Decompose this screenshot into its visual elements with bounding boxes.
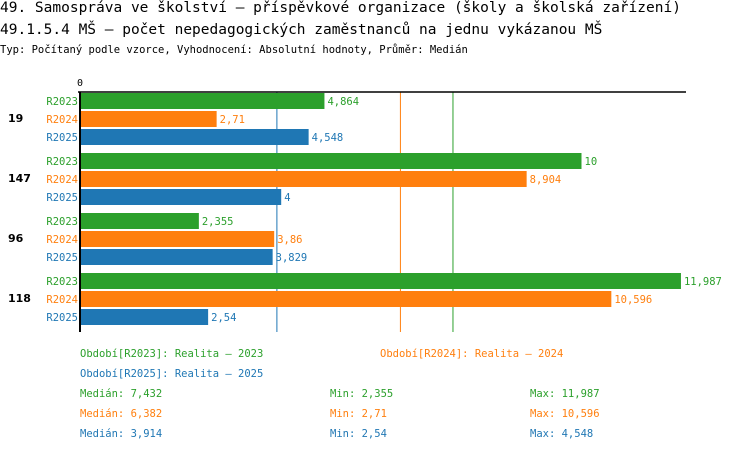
- series-label: R2024: [46, 174, 78, 186]
- bar: [81, 171, 527, 187]
- data-label: 3,829: [276, 252, 308, 264]
- series-label: R2023: [46, 156, 78, 168]
- category-label: 19: [8, 112, 23, 125]
- series-label: R2024: [46, 114, 78, 126]
- series-label: R2025: [46, 252, 78, 264]
- stat-max: Max: 4,548: [530, 428, 594, 440]
- stat-max: Max: 11,987: [530, 388, 600, 400]
- category-label: 96: [8, 232, 24, 245]
- bar: [81, 291, 612, 307]
- data-label: 8,904: [530, 174, 562, 186]
- data-label: 10,596: [614, 294, 652, 306]
- stat-median: Medián: 7,432: [80, 388, 163, 400]
- bar: [81, 231, 275, 247]
- bar: [81, 249, 273, 265]
- series-label: R2025: [46, 192, 78, 204]
- stat-min: Min: 2,54: [330, 428, 387, 440]
- data-label: 11,987: [684, 276, 722, 288]
- series-label: R2025: [46, 312, 78, 324]
- data-label: 2,355: [202, 216, 234, 228]
- data-label: 2,71: [220, 114, 245, 126]
- data-label: 10: [585, 156, 598, 168]
- bar: [81, 273, 681, 289]
- bar: [81, 153, 582, 169]
- bar: [81, 213, 199, 229]
- series-label: R2024: [46, 234, 78, 246]
- data-label: 4: [284, 192, 290, 204]
- bar: [81, 93, 325, 109]
- chart-meta: Typ: Počítaný podle vzorce, Vyhodnocení:…: [0, 44, 468, 56]
- stat-median: Medián: 3,914: [80, 428, 163, 440]
- data-label: 4,548: [312, 132, 344, 144]
- bar: [81, 111, 217, 127]
- series-label: R2023: [46, 216, 78, 228]
- legend-r2025: Období[R2025]: Realita – 2025: [80, 368, 264, 380]
- series-label: R2023: [46, 96, 78, 108]
- category-label: 147: [8, 172, 31, 185]
- stat-max: Max: 10,596: [530, 408, 600, 420]
- stat-min: Min: 2,355: [330, 388, 394, 400]
- chart-subtitle: 49.1.5.4 MŠ – počet nepedagogických zamě…: [0, 22, 603, 38]
- category-label: 118: [8, 292, 31, 305]
- bar: [81, 129, 309, 145]
- bar-chart: 0 19 R2023 4,864 R2024 2,71 R2025 4,548 147 R2023…: [8, 78, 722, 332]
- data-label: 4,864: [327, 96, 359, 108]
- data-label: 2,54: [211, 312, 236, 324]
- chart-title: 49. Samospráva ve školství – příspěvkové…: [0, 0, 681, 16]
- bar: [81, 309, 209, 325]
- legend-r2023: Období[R2023]: Realita – 2023: [80, 348, 264, 360]
- series-label: R2024: [46, 294, 78, 306]
- stat-median: Medián: 6,382: [80, 408, 163, 420]
- series-label: R2025: [46, 132, 78, 144]
- x-tick-label: 0: [77, 78, 83, 89]
- legend-r2024: Období[R2024]: Realita – 2024: [380, 348, 564, 360]
- data-label: 3,86: [277, 234, 302, 246]
- series-label: R2023: [46, 276, 78, 288]
- stat-min: Min: 2,71: [330, 408, 387, 420]
- bar: [81, 189, 282, 205]
